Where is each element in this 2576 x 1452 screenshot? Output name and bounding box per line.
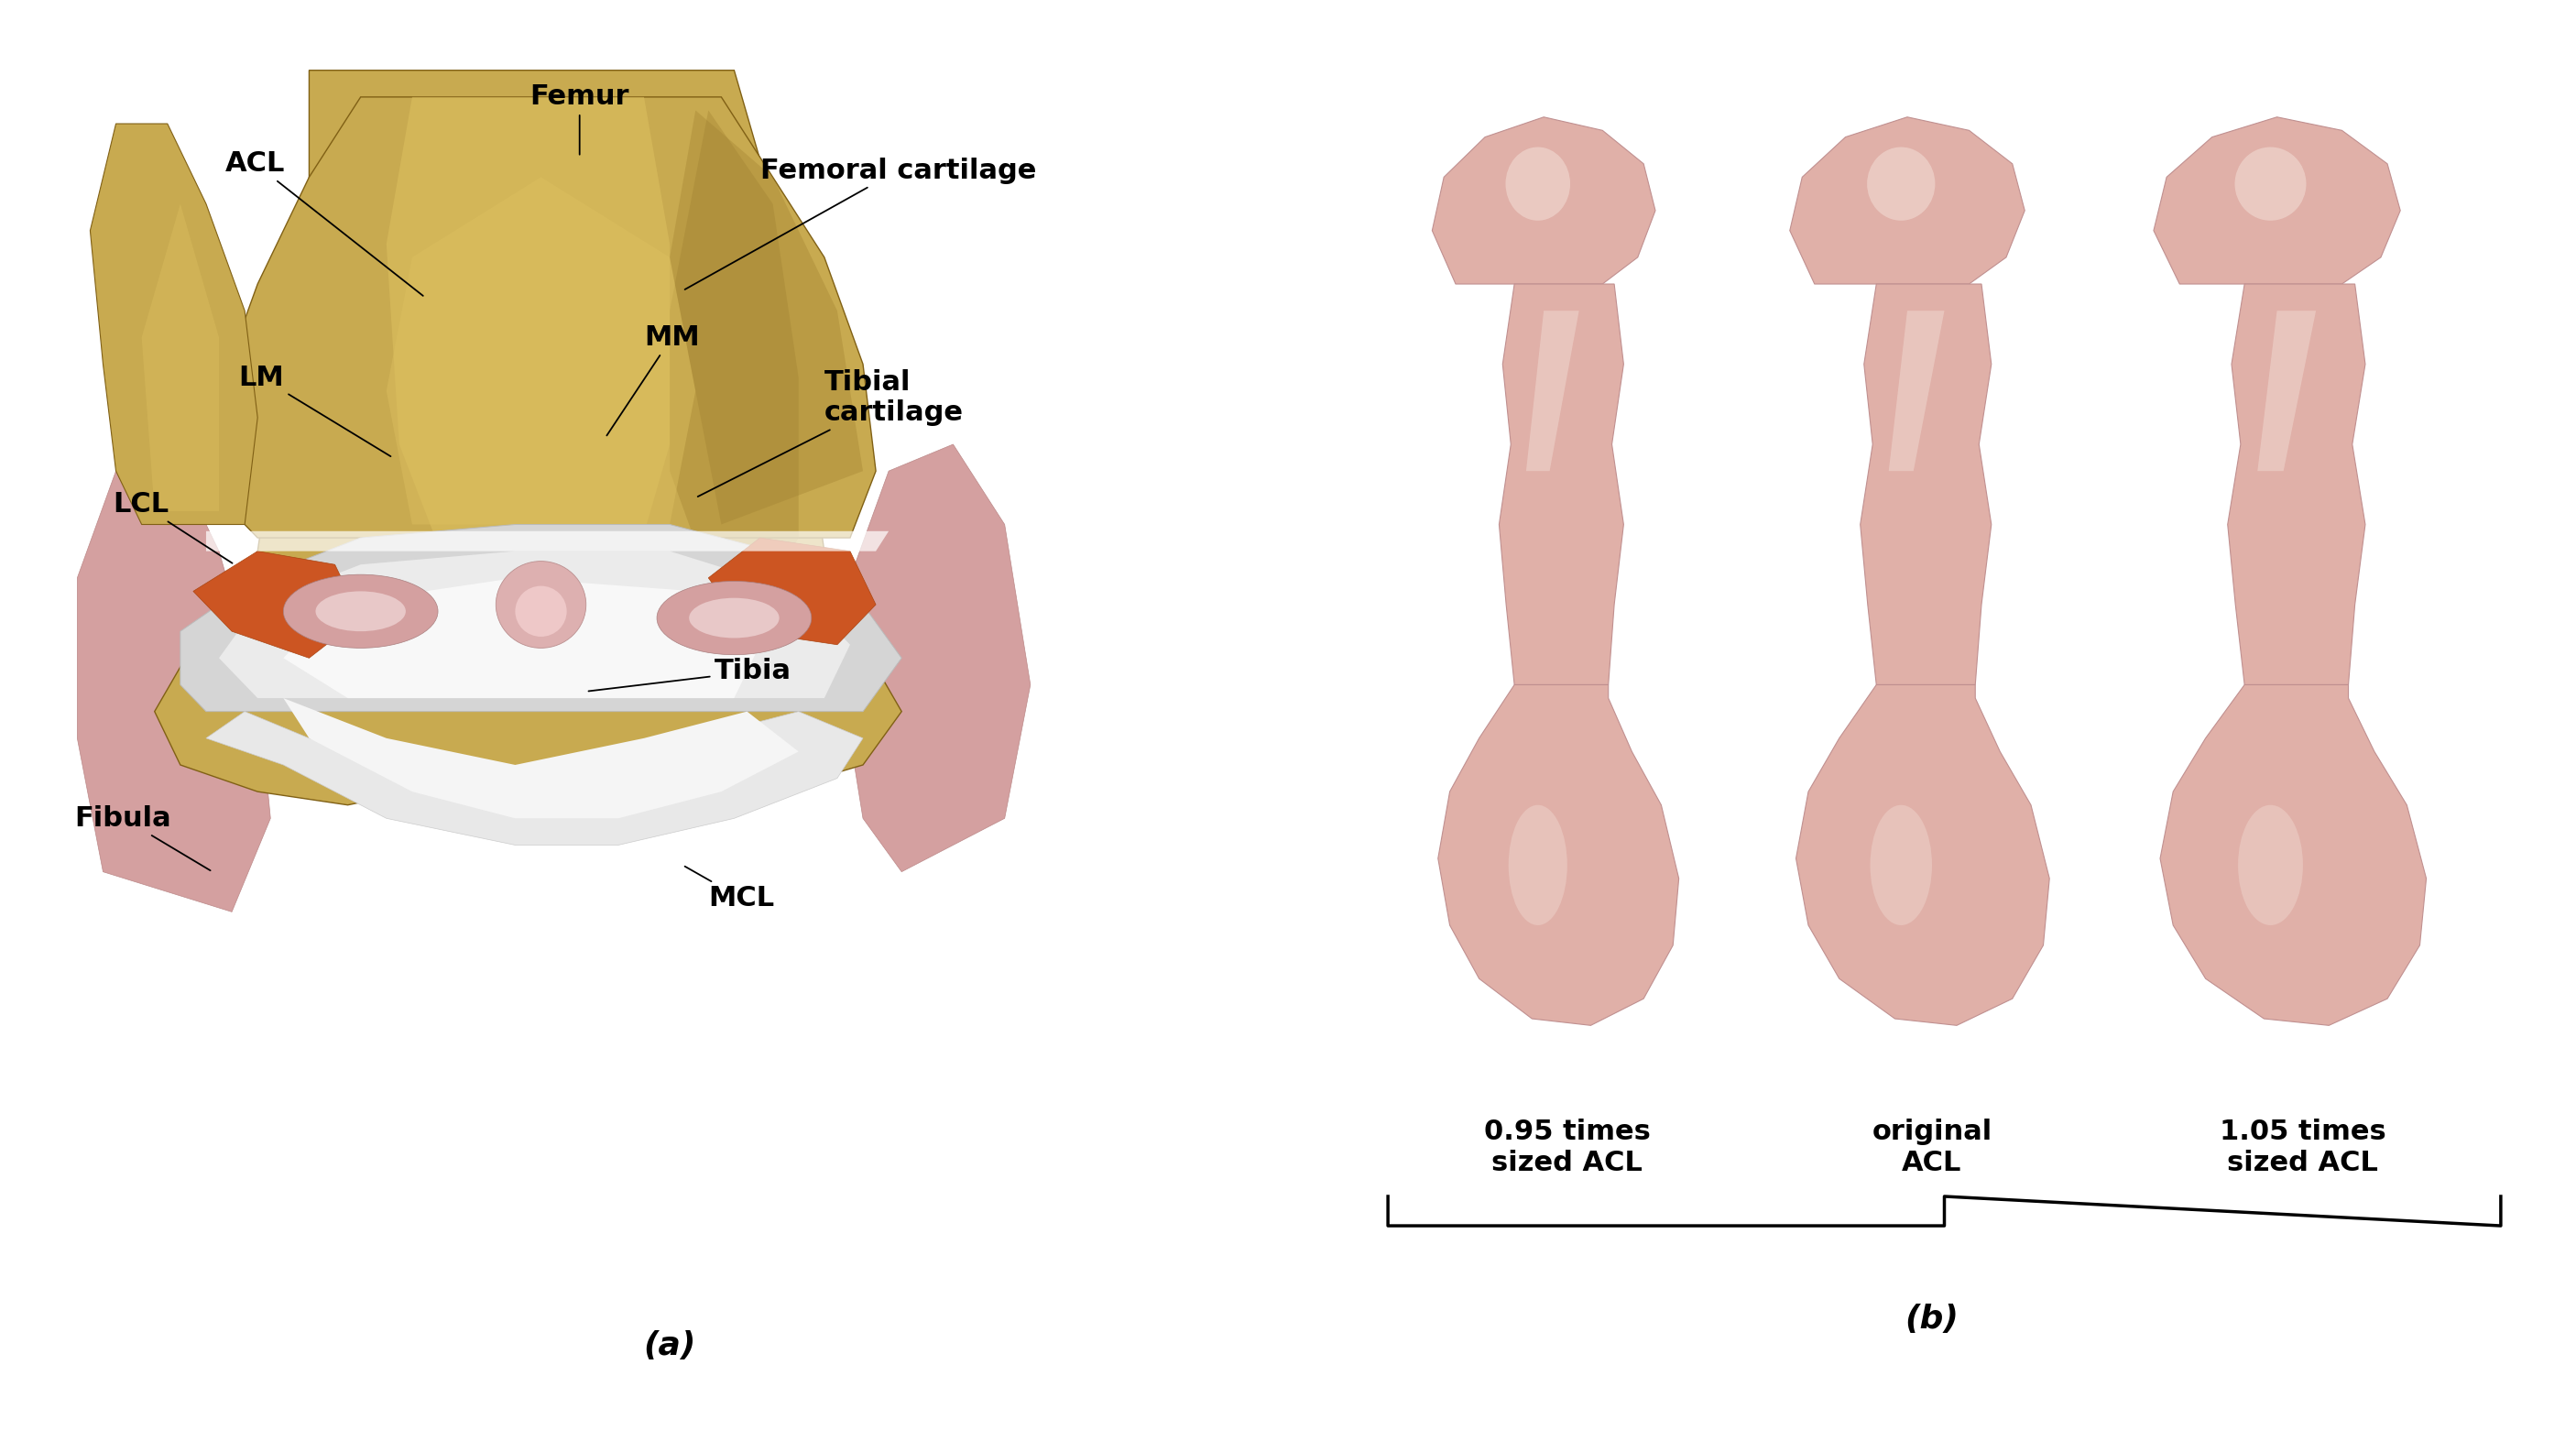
Polygon shape: [155, 70, 902, 804]
Polygon shape: [1499, 285, 1623, 685]
Polygon shape: [283, 578, 760, 698]
Polygon shape: [708, 537, 876, 645]
Polygon shape: [2154, 118, 2401, 285]
Polygon shape: [1432, 118, 1656, 285]
Polygon shape: [1860, 285, 1991, 685]
Polygon shape: [850, 444, 1030, 871]
Polygon shape: [386, 97, 670, 604]
Polygon shape: [206, 711, 863, 845]
Polygon shape: [2257, 311, 2316, 470]
Polygon shape: [142, 203, 219, 511]
Text: MM: MM: [608, 324, 701, 436]
Ellipse shape: [2236, 147, 2306, 221]
Text: MCL: MCL: [685, 867, 775, 912]
Text: 1.05 times
sized ACL: 1.05 times sized ACL: [2221, 1119, 2385, 1176]
Text: original
ACL: original ACL: [1873, 1119, 1991, 1176]
Polygon shape: [219, 552, 850, 698]
Polygon shape: [180, 524, 902, 711]
Text: ACL: ACL: [227, 151, 422, 296]
Ellipse shape: [657, 581, 811, 655]
Ellipse shape: [1510, 804, 1566, 925]
Ellipse shape: [497, 560, 587, 648]
Polygon shape: [2161, 685, 2427, 1025]
Polygon shape: [1790, 118, 2025, 285]
Ellipse shape: [2239, 804, 2303, 925]
Polygon shape: [206, 531, 889, 552]
Polygon shape: [386, 177, 696, 524]
Text: LCL: LCL: [113, 491, 232, 563]
Polygon shape: [77, 470, 270, 912]
Polygon shape: [1888, 311, 1945, 470]
Text: Tibia: Tibia: [587, 658, 791, 691]
Polygon shape: [2228, 285, 2365, 685]
Text: Tibial
cartilage: Tibial cartilage: [698, 369, 963, 497]
Text: (a): (a): [644, 1330, 696, 1362]
Ellipse shape: [1870, 804, 1932, 925]
Polygon shape: [206, 97, 876, 537]
Ellipse shape: [690, 598, 781, 637]
Ellipse shape: [1504, 147, 1571, 221]
Polygon shape: [193, 552, 361, 658]
Polygon shape: [1525, 311, 1579, 470]
Text: Femoral cartilage: Femoral cartilage: [685, 157, 1036, 289]
Text: LM: LM: [240, 364, 392, 456]
Polygon shape: [1795, 685, 2050, 1025]
Polygon shape: [670, 110, 863, 524]
Text: Femur: Femur: [531, 84, 629, 154]
Polygon shape: [90, 123, 258, 524]
Ellipse shape: [1868, 147, 1935, 221]
Ellipse shape: [317, 591, 407, 632]
Polygon shape: [1437, 685, 1680, 1025]
Polygon shape: [670, 110, 799, 604]
Ellipse shape: [283, 575, 438, 648]
Text: (b): (b): [1906, 1304, 1958, 1334]
Ellipse shape: [515, 587, 567, 636]
Text: Fibula: Fibula: [75, 804, 211, 871]
Text: 0.95 times
sized ACL: 0.95 times sized ACL: [1484, 1119, 1651, 1176]
Polygon shape: [283, 698, 799, 819]
